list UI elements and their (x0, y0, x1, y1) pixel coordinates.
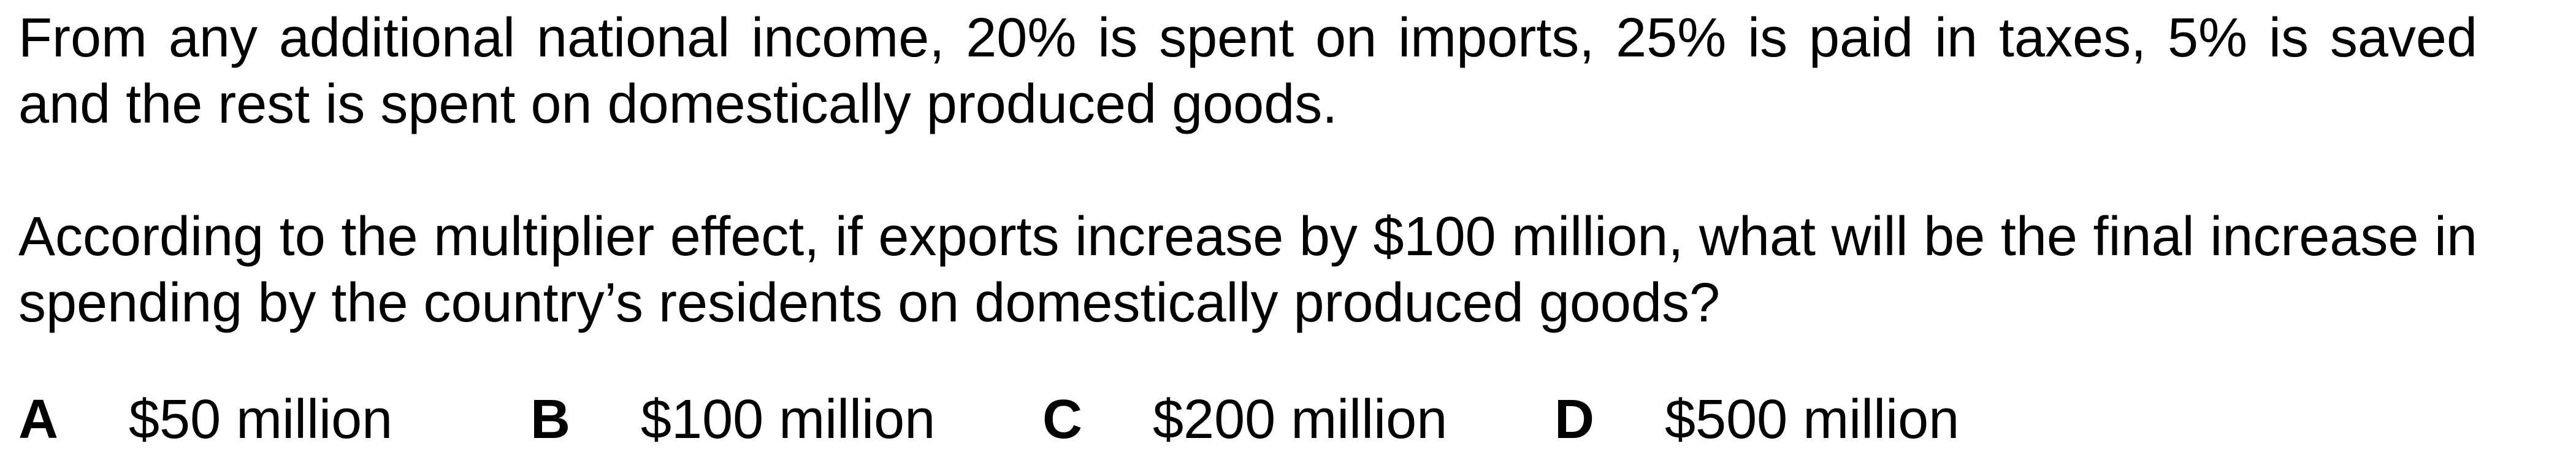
question-stem: From any additional national income, 20%… (18, 5, 2477, 336)
question-paragraph-1: From any additional national income, 20%… (18, 7, 2477, 135)
question-paragraph-2: According to the multiplier effect, if e… (18, 206, 2477, 334)
answer-options: A $50 million B $100 million C $200 mill… (18, 386, 2532, 453)
option-value: $200 million (1153, 389, 1448, 450)
option-d: D $500 million (1554, 386, 1959, 453)
option-letter: C (1042, 389, 1082, 450)
option-letter: A (18, 389, 58, 450)
option-value: $500 million (1665, 389, 1960, 450)
option-a: A $50 million (18, 386, 392, 453)
option-value: $100 million (641, 389, 936, 450)
option-b: B $100 million (530, 386, 935, 453)
option-value: $50 million (129, 389, 393, 450)
option-letter: B (530, 389, 570, 450)
option-letter: D (1554, 389, 1594, 450)
option-c: C $200 million (1042, 386, 1447, 453)
